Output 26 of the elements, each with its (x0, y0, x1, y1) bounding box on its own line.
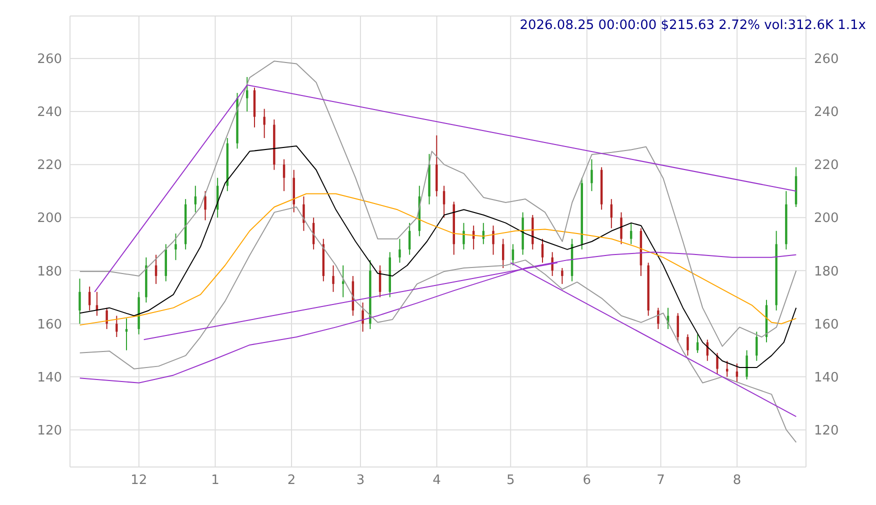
y-tick-label: 220 (37, 158, 62, 174)
y-tick-label: 140 (37, 370, 62, 386)
x-tick-label: 2 (287, 473, 296, 488)
y2-tick-label: 140 (814, 370, 839, 386)
y-tick-label: 180 (37, 264, 62, 280)
annotation: 2026.08.25 00:00:00 $215.63 2.72% vol:312.6K 1.1x (520, 18, 866, 33)
y2-tick-label: 260 (814, 52, 839, 68)
x-tick-label: 7 (656, 473, 665, 488)
y-tick-label: 260 (37, 52, 62, 68)
y2-tick-label: 220 (814, 158, 839, 174)
x-tick-label: 3 (356, 473, 365, 488)
y2-tick-label: 200 (814, 211, 839, 226)
y-tick-label: 120 (37, 423, 62, 438)
y2-tick-label: 120 (814, 423, 839, 438)
x-tick-label: 12 (130, 473, 148, 488)
y2-tick-label: 160 (814, 317, 839, 332)
x-tick-label: 1 (211, 473, 220, 488)
y2-tick-label: 180 (814, 264, 839, 280)
y-tick-label: 200 (37, 211, 62, 226)
y-tick-label: 160 (37, 317, 62, 332)
x-tick-label: 6 (582, 473, 592, 488)
x-tick-label: 4 (432, 473, 441, 488)
x-tick-label: 5 (506, 473, 515, 488)
y2-tick-label: 240 (814, 105, 839, 120)
y-tick-label: 240 (37, 105, 62, 120)
x-tick-label: 8 (732, 473, 742, 488)
